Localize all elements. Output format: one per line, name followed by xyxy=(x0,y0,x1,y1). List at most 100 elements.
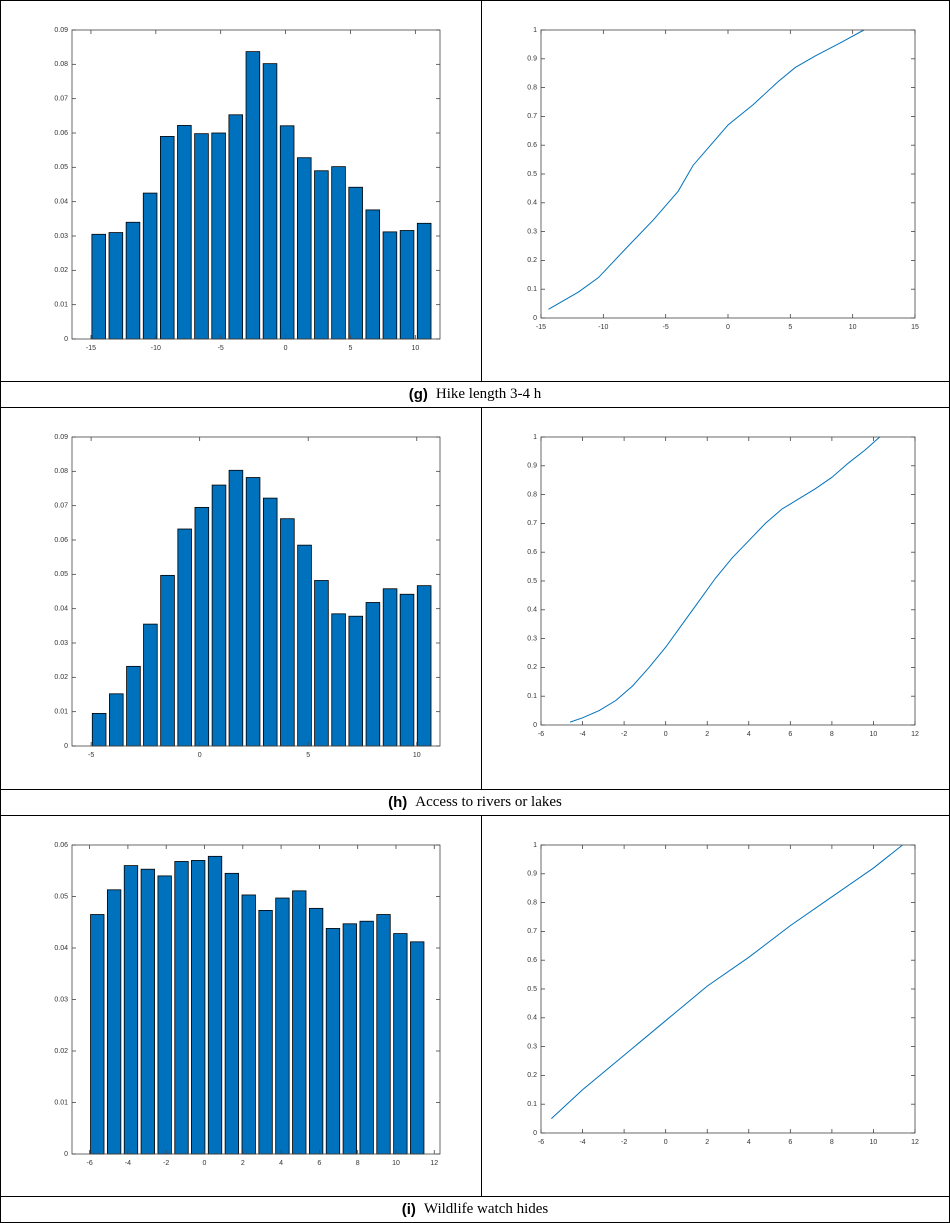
x-tick-label: 8 xyxy=(356,1160,360,1167)
bar xyxy=(207,855,223,1155)
y-tick-label: 0.6 xyxy=(527,142,537,149)
x-tick-label: 12 xyxy=(911,1139,919,1146)
y-tick-label: 0.7 xyxy=(527,928,537,935)
y-tick-label: 0.9 xyxy=(527,56,537,63)
y-tick-label: 0.8 xyxy=(527,491,537,498)
axes-box xyxy=(540,844,916,1134)
bar xyxy=(160,574,175,747)
bar xyxy=(292,890,307,1155)
x-tick-label: 8 xyxy=(830,1139,834,1146)
axes-box xyxy=(71,29,441,340)
bar xyxy=(342,923,357,1155)
y-tick-label: 0 xyxy=(64,743,68,750)
y-tick-label: 0 xyxy=(64,1151,68,1158)
x-tick-label: 5 xyxy=(788,324,792,331)
y-tick-label: 0.08 xyxy=(54,61,68,68)
bar xyxy=(297,544,312,747)
bar xyxy=(109,693,124,747)
y-tick-label: 0 xyxy=(533,722,537,729)
y-tick-label: 0.05 xyxy=(54,164,68,171)
bar xyxy=(91,712,107,747)
y-tick-label: 0.5 xyxy=(527,171,537,178)
y-tick-label: 0.5 xyxy=(527,578,537,585)
y-tick-label: 0.05 xyxy=(54,571,68,578)
chart: 0 0.1 0.2 0.3 0.4 0.5 0.6 0.7 0.8 0.9 1 -6 -4 -2 0 2 4 6 8… xyxy=(527,842,919,1146)
bar xyxy=(416,585,432,747)
caption-label: (h) xyxy=(388,794,407,811)
y-tick-label: 0.02 xyxy=(54,674,68,681)
x-tick-label: 5 xyxy=(306,752,310,759)
caption-text: Hike length 3-4 h xyxy=(436,386,542,402)
bar xyxy=(382,231,398,340)
y-tick-label: 0.4 xyxy=(527,607,537,614)
y-tick-label: 0.7 xyxy=(527,113,537,120)
y-tick-label: 0.3 xyxy=(527,228,537,235)
bar xyxy=(314,580,329,747)
bar xyxy=(194,133,209,340)
line xyxy=(551,844,903,1119)
line xyxy=(548,29,865,310)
caption: (h) Access to rivers or lakes xyxy=(388,794,562,811)
x-tick-label: 6 xyxy=(317,1160,321,1167)
y-tick-label: 0.08 xyxy=(54,468,68,475)
x-tick-label: -5 xyxy=(88,752,94,759)
y-tick-label: 0 xyxy=(64,336,68,343)
y-tick-label: 0.8 xyxy=(527,899,537,906)
y-tick-label: 0.06 xyxy=(54,842,68,849)
chart: 0 0.01 0.02 0.03 0.04 0.05 0.06 0.07 0.08 0.09 -15… xyxy=(54,27,441,352)
x-tick-label: -4 xyxy=(125,1160,131,1167)
bar xyxy=(314,170,329,340)
x-tick-label: 0 xyxy=(664,1139,668,1146)
y-tick-label: 0 xyxy=(533,1130,537,1137)
x-tick-label: -10 xyxy=(151,345,161,352)
bar xyxy=(365,602,381,747)
y-tick-label: 0.04 xyxy=(54,199,68,206)
axes-box xyxy=(540,436,916,726)
bar xyxy=(177,125,192,340)
line xyxy=(569,436,881,723)
x-tick-label: -5 xyxy=(663,324,669,331)
x-tick-label: 10 xyxy=(870,731,878,738)
x-tick-label: -10 xyxy=(598,324,608,331)
y-tick-label: 0.6 xyxy=(527,957,537,964)
bar xyxy=(393,933,408,1155)
y-tick-label: 0.03 xyxy=(54,640,68,647)
bar xyxy=(245,477,261,747)
bar xyxy=(91,233,106,340)
y-tick-label: 0.01 xyxy=(54,709,68,716)
bar xyxy=(245,51,261,340)
x-tick-label: 0 xyxy=(284,345,288,352)
bar xyxy=(258,910,273,1155)
axes-box xyxy=(540,29,916,319)
y-tick-label: 0.07 xyxy=(54,503,68,510)
caption-label: (g) xyxy=(409,386,428,403)
y-tick-label: 0.1 xyxy=(527,286,537,293)
chart: 0 0.01 0.02 0.03 0.04 0.05 0.06 -6 -4 -2 0 2 4 6 8 10 12 xyxy=(54,842,441,1167)
bar xyxy=(211,132,226,340)
y-tick-label: 1 xyxy=(533,434,537,441)
x-tick-label: -4 xyxy=(579,1139,585,1146)
x-tick-label: -15 xyxy=(86,345,96,352)
bar xyxy=(143,623,158,747)
bar xyxy=(279,125,295,340)
y-tick-label: 0.2 xyxy=(527,257,537,264)
x-tick-label: 10 xyxy=(849,324,857,331)
bar xyxy=(157,875,172,1155)
x-tick-label: 6 xyxy=(788,1139,792,1146)
y-tick-label: 0.1 xyxy=(527,693,537,700)
x-tick-label: 2 xyxy=(241,1160,245,1167)
bar xyxy=(325,928,341,1155)
y-tick-label: 0.09 xyxy=(54,27,68,34)
x-tick-label: 12 xyxy=(430,1160,438,1167)
bar xyxy=(348,615,364,747)
x-tick-label: -4 xyxy=(579,731,585,738)
bar xyxy=(280,518,295,747)
y-tick-label: 0.02 xyxy=(54,1048,68,1055)
bar xyxy=(376,914,391,1155)
y-tick-label: 0.07 xyxy=(54,96,68,103)
bar xyxy=(308,907,324,1155)
bar xyxy=(297,157,312,340)
y-tick-label: 0.3 xyxy=(527,1043,537,1050)
chart: 0 0.01 0.02 0.03 0.04 0.05 0.06 0.07 0.08 0.09 -5 0… xyxy=(54,434,441,759)
bar xyxy=(90,914,105,1155)
